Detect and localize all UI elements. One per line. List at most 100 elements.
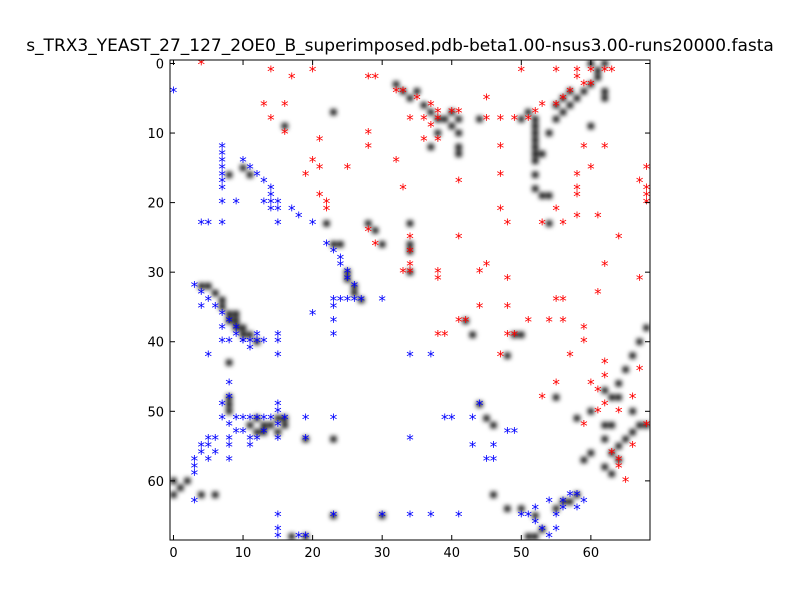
- contact-blob: [330, 241, 337, 248]
- blue-star-marker: *: [218, 410, 226, 428]
- blue-star-marker: *: [218, 181, 226, 199]
- contact-blob: [546, 130, 553, 137]
- blue-star-marker: *: [246, 334, 254, 352]
- red-star-marker: *: [497, 202, 505, 220]
- contact-blob: [532, 143, 539, 150]
- blue-star-marker: *: [218, 167, 226, 185]
- contact-blob: [546, 192, 553, 199]
- contact-blob: [476, 116, 483, 123]
- x-tick-label: 40: [443, 546, 460, 561]
- red-star-marker: *: [580, 334, 588, 352]
- red-star-marker: *: [601, 257, 609, 275]
- contact-blob: [420, 102, 427, 109]
- blue-star-marker: *: [378, 508, 386, 526]
- blue-star-marker: *: [267, 181, 275, 199]
- red-star-marker: *: [643, 417, 651, 435]
- blue-star-marker: *: [198, 438, 206, 456]
- blue-star-marker: *: [573, 501, 581, 519]
- contact-blob: [302, 533, 309, 540]
- red-star-marker: *: [573, 181, 581, 199]
- x-tick-label: 10: [235, 546, 252, 561]
- contact-blob: [212, 290, 219, 297]
- contact-blob: [532, 185, 539, 192]
- contact-blob: [281, 422, 288, 429]
- blue-star-marker: *: [531, 501, 539, 519]
- contact-blob: [601, 88, 608, 95]
- red-star-marker: *: [365, 69, 373, 87]
- red-star-marker: *: [260, 97, 268, 115]
- contact-blob: [518, 505, 525, 512]
- blue-star-marker: *: [205, 215, 213, 233]
- blue-star-marker: *: [344, 271, 352, 289]
- blue-star-marker: *: [218, 139, 226, 157]
- red-star-marker: *: [615, 403, 623, 421]
- contact-blob: [560, 109, 567, 116]
- blue-star-marker: *: [302, 431, 310, 449]
- red-star-marker: *: [497, 111, 505, 129]
- blue-star-marker: *: [337, 250, 345, 268]
- contact-blob: [567, 88, 573, 95]
- red-star-marker: *: [511, 327, 519, 345]
- x-tick-label: 60: [583, 546, 600, 561]
- red-star-marker: *: [601, 369, 609, 387]
- blue-star-marker: *: [260, 410, 268, 428]
- red-star-marker: *: [323, 195, 331, 213]
- red-star-marker: *: [434, 327, 442, 345]
- blue-star-marker: *: [274, 403, 282, 421]
- blue-star-marker: *: [274, 522, 282, 540]
- red-star-marker: *: [573, 167, 581, 185]
- contact-blob: [330, 109, 337, 116]
- contact-blob: [267, 422, 274, 429]
- red-star-marker: *: [316, 132, 324, 150]
- y-tick-label: 0: [156, 57, 164, 72]
- blue-star-marker: *: [205, 452, 213, 470]
- contact-blob: [539, 192, 546, 199]
- contact-blob: [379, 512, 386, 519]
- red-star-marker: *: [267, 111, 275, 129]
- contact-blob: [434, 116, 441, 123]
- contact-blob: [580, 88, 587, 95]
- blue-star-marker: *: [260, 174, 268, 192]
- contact-blob: [233, 324, 240, 331]
- blue-star-marker: *: [205, 348, 213, 366]
- blue-star-marker: *: [198, 215, 206, 233]
- red-star-marker: *: [406, 111, 414, 129]
- red-star-marker: *: [406, 257, 414, 275]
- blue-star-marker: *: [545, 529, 553, 547]
- red-star-marker: *: [399, 83, 407, 101]
- contact-blob: [532, 130, 539, 137]
- red-star-marker: *: [573, 188, 581, 206]
- blue-star-marker: *: [239, 410, 247, 428]
- red-star-marker: *: [504, 299, 512, 317]
- red-star-marker: *: [552, 62, 560, 80]
- contact-blob: [608, 394, 615, 401]
- contact-blob: [407, 95, 413, 102]
- blue-star-marker: *: [253, 410, 261, 428]
- red-star-marker: *: [643, 195, 651, 213]
- red-star-marker: *: [504, 271, 512, 289]
- contact-blob: [504, 505, 511, 512]
- contact-blob: [427, 109, 434, 116]
- red-star-marker: *: [643, 160, 651, 178]
- contact-blob: [330, 436, 337, 443]
- blue-star-marker: *: [191, 278, 199, 296]
- contact-blob: [407, 241, 413, 248]
- red-star-marker: *: [302, 167, 310, 185]
- blue-star-marker: *: [580, 494, 588, 512]
- blue-star-marker: *: [302, 410, 310, 428]
- red-star-marker: *: [629, 389, 637, 407]
- contact-blob: [455, 150, 462, 157]
- red-star-marker: *: [483, 111, 491, 129]
- blue-star-marker: *: [483, 452, 491, 470]
- blue-star-marker: *: [504, 424, 512, 442]
- blue-star-marker: *: [525, 508, 533, 526]
- contact-blob: [553, 394, 560, 401]
- blue-star-marker: *: [427, 508, 435, 526]
- contact-blob: [643, 324, 650, 331]
- blue-star-marker: *: [337, 292, 345, 310]
- red-star-marker: *: [504, 215, 512, 233]
- blue-star-marker: *: [267, 188, 275, 206]
- red-star-marker: *: [552, 292, 560, 310]
- contact-blob: [636, 338, 643, 345]
- contact-blob: [622, 366, 629, 373]
